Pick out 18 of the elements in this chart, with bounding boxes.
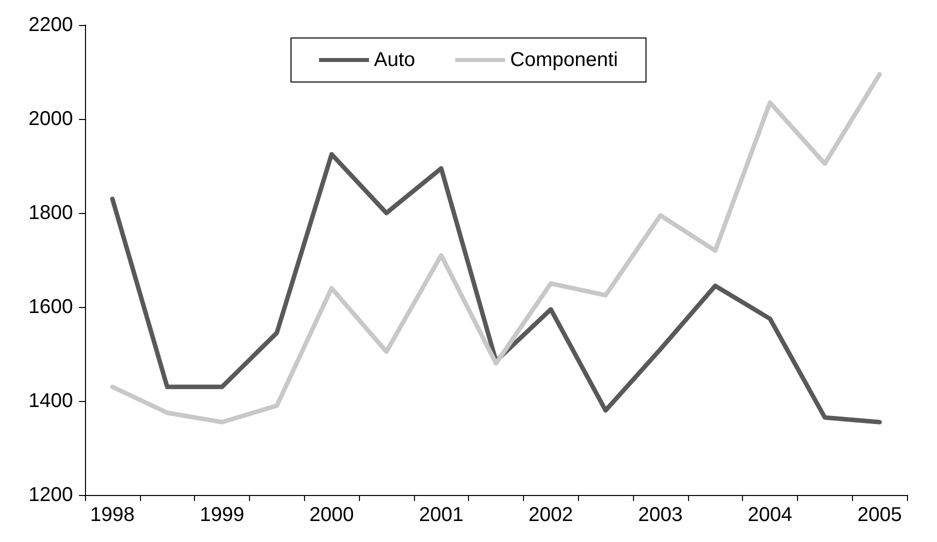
x-tick-label: 2005 [857,504,902,526]
y-tick-label: 1200 [28,484,73,506]
x-tick-label: 2004 [748,504,792,526]
y-tick-label: 1800 [28,202,73,224]
x-tick-label: 1998 [90,504,135,526]
x-tick-label: 2003 [638,504,683,526]
y-tick-label: 1400 [28,390,73,412]
legend-label: Auto [374,49,416,71]
y-tick-label: 1600 [28,296,73,318]
y-tick-label: 2000 [28,108,73,130]
x-tick-label: 2001 [418,504,464,526]
line-series [110,152,882,424]
x-tick-label: 2002 [528,504,574,526]
legend-label: Componenti [510,49,618,71]
line-series [110,72,882,424]
x-tick-label: 2000 [309,504,354,526]
x-tick-label: 1999 [200,504,244,526]
y-tick-label: 2200 [28,14,73,36]
